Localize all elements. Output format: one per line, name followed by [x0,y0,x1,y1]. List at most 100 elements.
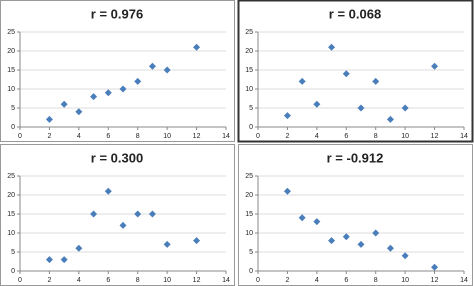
panel [0,0,235,142]
point [401,104,409,112]
point [357,104,365,112]
y-tick-label: 15 [245,67,253,74]
point [328,237,336,245]
x-tick-label: 6 [344,133,348,140]
x-tick-label: 0 [18,277,22,284]
point [431,263,439,271]
x-tick-label: 14 [222,277,230,284]
point [104,187,112,195]
point [163,66,171,74]
point [134,77,142,85]
y-tick-label: 5 [11,249,15,256]
x-tick-label: 4 [77,133,81,140]
point [148,62,156,70]
point [401,252,409,260]
point [60,256,68,264]
y-tick-label: 5 [249,249,253,256]
y-tick-label: 10 [7,86,15,93]
point [342,233,350,241]
x-tick-label: 12 [193,133,201,140]
x-tick-label: 2 [47,133,51,140]
point [163,240,171,248]
y-tick-label: 25 [245,29,253,36]
point [148,210,156,218]
point [386,244,394,252]
point [193,43,201,51]
x-tick-label: 0 [256,133,260,140]
point [119,221,127,229]
point [45,256,53,264]
point [283,112,291,120]
y-tick-label: 10 [7,230,15,237]
point [75,108,83,116]
x-tick-label: 8 [136,277,140,284]
x-tick-label: 4 [77,277,81,284]
chart-title: r = 0.300 [91,150,143,165]
x-tick-label: 12 [431,133,439,140]
y-tick-label: 20 [245,48,253,55]
point [298,214,306,222]
y-tick-label: 20 [245,192,253,199]
point [90,210,98,218]
y-tick-label: 20 [7,192,15,199]
point [75,244,83,252]
y-tick-label: 0 [249,124,253,131]
x-tick-label: 10 [163,133,171,140]
point [357,240,365,248]
x-tick-label: 4 [315,277,319,284]
x-tick-label: 4 [315,133,319,140]
y-tick-label: 10 [245,230,253,237]
point [90,93,98,101]
point [313,100,321,108]
x-tick-label: 8 [374,133,378,140]
y-tick-label: 10 [245,86,253,93]
point [193,237,201,245]
point [372,229,380,237]
panel [238,144,473,286]
x-tick-label: 14 [460,277,468,284]
point [386,115,394,123]
x-tick-label: 10 [401,277,409,284]
y-tick-label: 20 [7,48,15,55]
x-tick-label: 2 [285,277,289,284]
x-tick-label: 14 [460,133,468,140]
y-tick-label: 25 [7,29,15,36]
point [372,77,380,85]
x-tick-label: 8 [136,133,140,140]
y-tick-label: 25 [245,173,253,180]
y-tick-label: 0 [11,268,15,275]
x-tick-label: 6 [106,133,110,140]
point [313,218,321,226]
point [328,43,336,51]
chart-title: r = 0.068 [329,6,381,21]
x-tick-label: 8 [374,277,378,284]
x-tick-label: 0 [18,133,22,140]
point [119,85,127,93]
panel [237,0,474,143]
point [60,100,68,108]
x-tick-label: 0 [256,277,260,284]
point [104,89,112,97]
point [134,210,142,218]
y-tick-label: 15 [245,211,253,218]
panel [0,144,235,286]
point [342,70,350,78]
y-tick-label: 5 [11,105,15,112]
x-tick-label: 2 [47,277,51,284]
chart-title: r = 0.976 [91,6,143,21]
point [431,62,439,70]
x-tick-label: 14 [222,133,230,140]
point [283,187,291,195]
x-tick-label: 6 [106,277,110,284]
y-tick-label: 0 [11,124,15,131]
chart-title: r = -0.912 [327,150,384,165]
x-tick-label: 10 [163,277,171,284]
point [45,115,53,123]
x-tick-label: 10 [401,133,409,140]
y-tick-label: 5 [249,105,253,112]
y-tick-label: 15 [7,211,15,218]
y-tick-label: 15 [7,67,15,74]
point [298,77,306,85]
x-tick-label: 6 [344,277,348,284]
